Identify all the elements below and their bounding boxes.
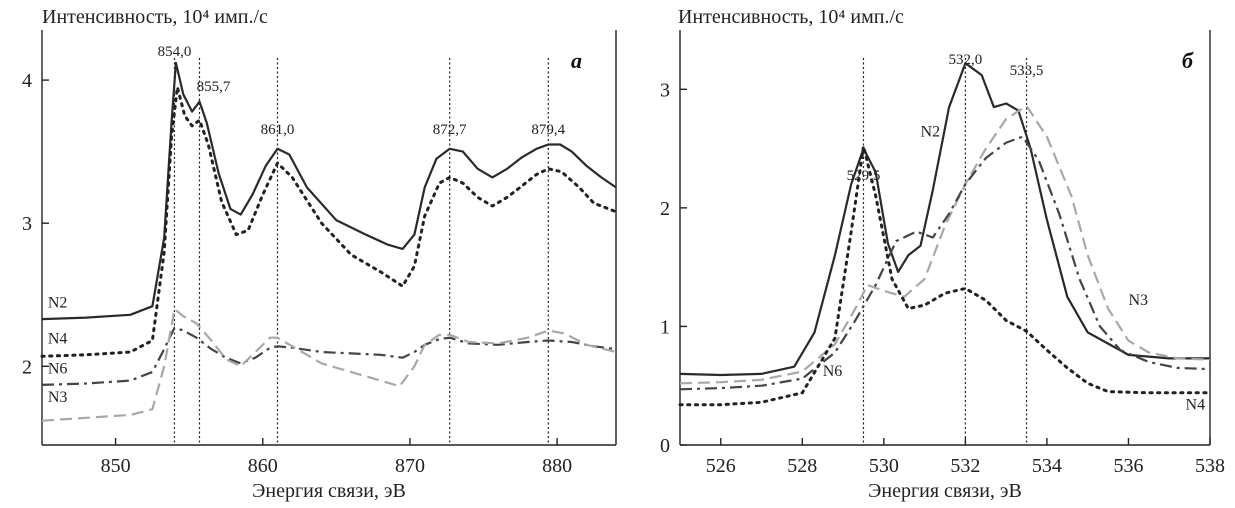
y-tick-label: 4 <box>22 70 32 92</box>
chart-panel-0: 2 3 4 850 860 870 880 Интенсивность, 10⁴ имп./с… <box>22 6 618 502</box>
series-label-n3: N3 <box>1128 292 1148 309</box>
y-axis-title: Интенсивность, 10⁴ имп./с <box>678 6 904 28</box>
peak-label: 879,4 <box>531 122 565 138</box>
series-label-n4: N4 <box>48 330 68 347</box>
panel-letter: б <box>1182 48 1194 73</box>
series-label-n2: N2 <box>48 295 68 312</box>
y-tick-label: 0 <box>660 435 670 457</box>
peak-label: 861,0 <box>261 122 295 138</box>
x-tick-label: 850 <box>101 455 131 477</box>
x-tick-label: 860 <box>248 455 278 477</box>
y-tick-label: 2 <box>22 356 32 378</box>
series-line-n6 <box>41 326 617 386</box>
peak-label: 854,0 <box>158 44 192 60</box>
x-tick-label: 528 <box>787 455 817 477</box>
peak-label: 529,5 <box>847 168 881 184</box>
peak-label: 532,0 <box>949 52 983 68</box>
series-line-n3 <box>679 104 1211 385</box>
series-line-n3 <box>41 308 617 422</box>
y-tick-label: 3 <box>22 213 32 235</box>
x-axis-title: Энергия связи, эВ <box>868 480 1022 502</box>
peak-label: 533,5 <box>1010 63 1044 79</box>
peak-label: 872,7 <box>433 122 467 138</box>
peak-label: 855,7 <box>197 79 231 95</box>
y-tick-label: 2 <box>660 198 670 220</box>
x-tick-label: 526 <box>706 455 736 477</box>
x-tick-label: 870 <box>395 455 425 477</box>
x-tick-label: 534 <box>1032 455 1062 477</box>
series-label-n3: N3 <box>48 389 68 406</box>
y-tick-label: 3 <box>660 79 670 101</box>
series-label-n4: N4 <box>1186 396 1206 413</box>
x-tick-label: 532 <box>950 455 980 477</box>
x-tick-label: 530 <box>869 455 899 477</box>
series-label-n6: N6 <box>48 360 68 377</box>
series-label-n6: N6 <box>823 363 843 380</box>
chart-panel-1: 0 1 2 3 526 528 530 532 534 536 538 Интенсивность, … <box>660 6 1225 502</box>
panel-letter: a <box>571 48 582 73</box>
series-line-n6 <box>679 135 1211 391</box>
series-line-n2 <box>679 62 1210 377</box>
y-tick-label: 1 <box>660 316 670 338</box>
series-line-n4 <box>40 85 618 358</box>
y-axis-title: Интенсивность, 10⁴ имп./с <box>42 6 268 28</box>
x-tick-label: 880 <box>542 455 572 477</box>
x-tick-label: 538 <box>1195 455 1225 477</box>
x-tick-label: 536 <box>1113 455 1143 477</box>
series-line-n2 <box>41 61 617 321</box>
series-label-n2: N2 <box>921 124 941 141</box>
series-line-n4 <box>678 144 1212 407</box>
x-axis-title: Энергия связи, эВ <box>252 480 406 502</box>
